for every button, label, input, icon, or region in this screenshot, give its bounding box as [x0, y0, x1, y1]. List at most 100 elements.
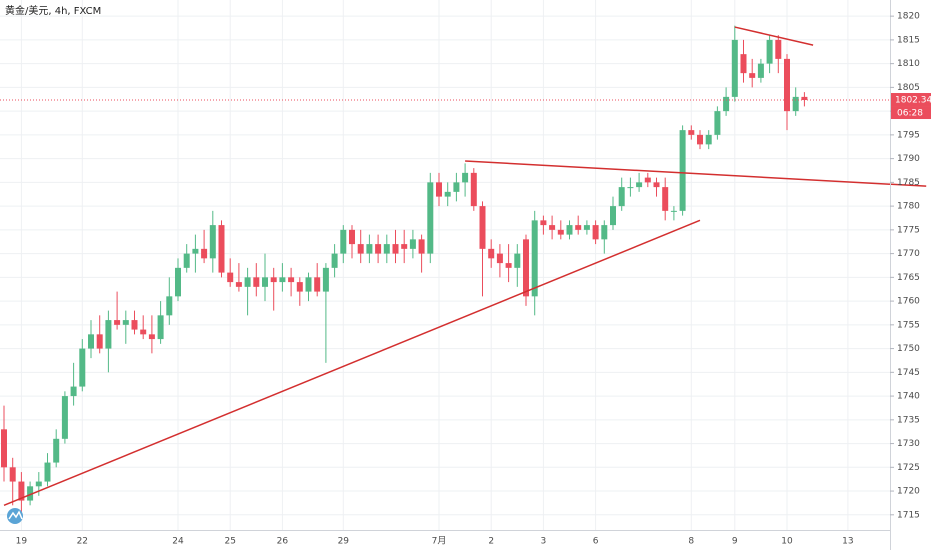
candle-body — [61, 396, 68, 439]
x-tick-label: 19 — [16, 537, 28, 547]
candle-body — [784, 58, 790, 112]
candle-body — [183, 253, 190, 268]
candle-body — [470, 172, 477, 207]
candle-body — [740, 54, 747, 74]
candle-body — [662, 187, 669, 211]
candle-body — [44, 462, 51, 482]
candle-body — [775, 39, 782, 59]
candle-body — [88, 334, 94, 349]
candle-body — [331, 253, 338, 268]
y-tick-label: 1750 — [897, 344, 920, 354]
x-tick-label: 2 — [488, 537, 494, 547]
candle-body — [714, 111, 721, 135]
x-tick-label: 9 — [732, 537, 738, 547]
y-tick-label: 1780 — [897, 202, 920, 212]
candle-body — [766, 39, 773, 64]
candle-body — [557, 229, 564, 235]
candle-body — [618, 187, 625, 207]
y-tick-label: 1740 — [897, 392, 920, 402]
candle-body — [670, 210, 677, 212]
candle-body — [175, 267, 181, 297]
candle-body — [392, 244, 399, 254]
candle-body — [235, 282, 242, 287]
candle-body — [96, 334, 103, 349]
candle-body — [227, 272, 234, 283]
candle-body — [375, 244, 382, 254]
candle-body — [1, 429, 7, 468]
candle-body — [122, 320, 129, 325]
x-tick-label: 10 — [781, 537, 793, 547]
candle-body — [409, 239, 416, 249]
y-tick-label: 1730 — [897, 439, 920, 449]
candle-body — [270, 277, 277, 283]
x-tick-label: 8 — [688, 537, 694, 547]
candle-body — [697, 134, 703, 145]
countdown-label: 06:28 — [897, 109, 923, 119]
y-tick-label: 1725 — [897, 463, 920, 473]
candle-body — [592, 225, 599, 240]
candle-body — [731, 39, 738, 97]
candle-body — [383, 244, 390, 254]
y-tick-label: 1795 — [897, 130, 920, 140]
y-tick-label: 1770 — [897, 249, 920, 259]
candle-body — [679, 130, 686, 211]
candle-body — [479, 206, 486, 249]
candle-body — [505, 263, 512, 268]
candle-body — [583, 225, 590, 230]
candle-body — [253, 277, 260, 287]
x-tick-label: 25 — [224, 537, 235, 547]
candle-body — [288, 277, 295, 283]
y-tick-label: 1805 — [897, 83, 920, 93]
y-tick-label: 1775 — [897, 225, 920, 235]
candle-body — [70, 386, 77, 397]
candle-body — [340, 229, 347, 254]
candle-body — [148, 334, 155, 340]
candle-body — [496, 253, 503, 264]
trendline — [3, 219, 701, 506]
candle-body — [357, 244, 364, 254]
x-tick-label: 26 — [277, 537, 289, 547]
candle-body — [453, 182, 460, 192]
candle-body — [653, 182, 660, 188]
y-tick-label: 1745 — [897, 368, 920, 378]
candle-body — [322, 267, 329, 292]
candle-body — [18, 481, 25, 501]
x-tick-label: 6 — [593, 537, 599, 547]
candle-body — [644, 177, 651, 183]
candle-body — [366, 244, 373, 254]
y-tick-label: 1715 — [897, 510, 920, 520]
candle-body — [218, 225, 225, 273]
y-tick-label: 1735 — [897, 415, 920, 425]
candle-body — [131, 320, 138, 330]
y-tick-label: 1810 — [897, 59, 920, 69]
candle-body — [140, 329, 147, 335]
x-tick-label: 24 — [172, 537, 184, 547]
candle-body — [549, 225, 556, 230]
candle-body — [349, 229, 355, 245]
candle-body — [444, 191, 451, 197]
logo-mark — [8, 510, 23, 520]
chart-title: 黄金/美元, 4h, FXCM — [5, 4, 101, 17]
candle-body — [610, 206, 616, 226]
candle-body — [296, 282, 303, 292]
candle-body — [35, 481, 42, 487]
candle-body — [401, 244, 408, 249]
trendline — [734, 26, 814, 46]
candle-body — [279, 277, 286, 283]
countdown-box — [891, 106, 931, 120]
y-tick-label: 1760 — [897, 297, 920, 307]
candle-body — [705, 134, 712, 145]
y-tick-label: 1720 — [897, 487, 920, 497]
y-tick-label: 1820 — [897, 12, 920, 22]
x-tick-label: 3 — [541, 537, 547, 547]
axes: 1715 1720 1725 1730 1735 1740 1745 1750 1755 1760… — [16, 12, 932, 547]
candle-body — [53, 438, 60, 463]
x-tick-label: 7月 — [432, 536, 447, 547]
candle-body — [523, 239, 529, 297]
x-tick-label: 22 — [77, 537, 88, 547]
candle-body — [157, 315, 164, 340]
candle-body — [209, 225, 216, 259]
candle-body — [531, 220, 538, 297]
